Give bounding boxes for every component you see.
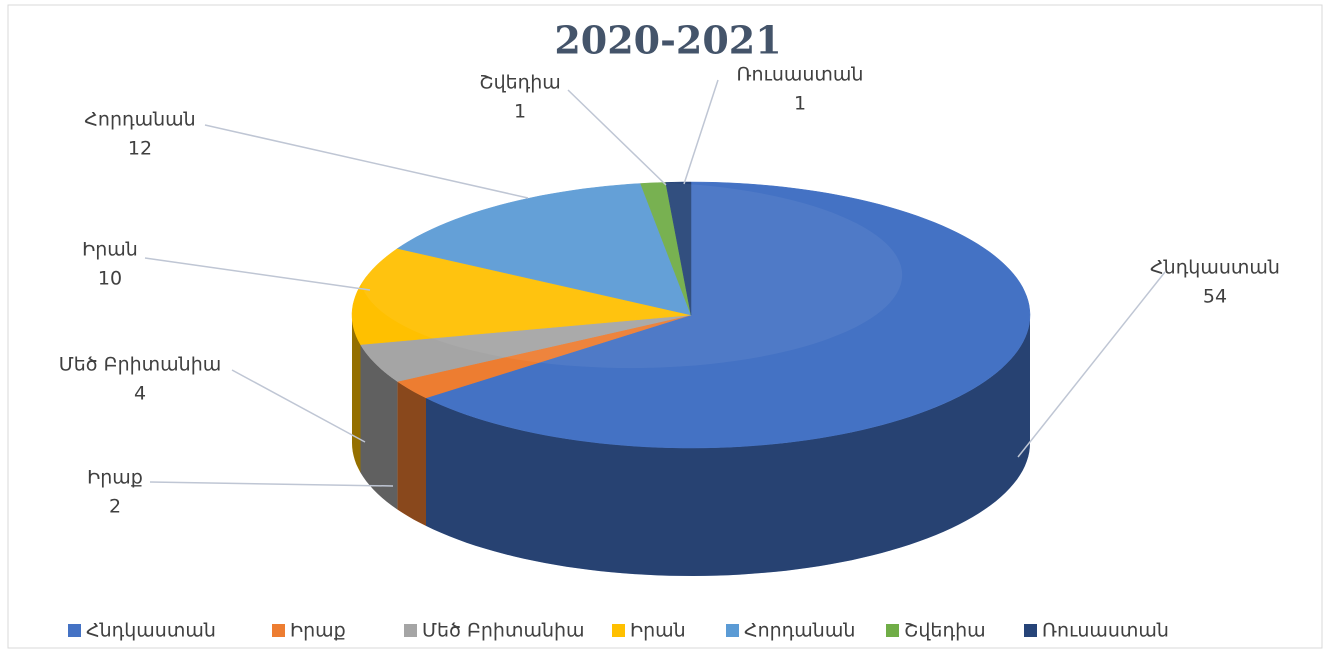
legend-swatch xyxy=(612,624,625,637)
slice-side xyxy=(352,315,361,473)
leader-line xyxy=(144,257,371,291)
slice-side xyxy=(360,344,398,510)
legend-label: Իրաք xyxy=(290,620,346,642)
data-label-value: 1 xyxy=(794,93,806,115)
slice xyxy=(396,183,692,316)
slice-side xyxy=(397,381,426,526)
slice-side xyxy=(426,315,1030,576)
top-sheen xyxy=(359,181,903,369)
data-label-name: Իրան xyxy=(82,239,138,261)
legend-label: Ռուսաստան xyxy=(1042,620,1169,642)
data-label-value: 1 xyxy=(514,101,526,123)
data-label-name: Շվեդիա xyxy=(479,72,561,94)
slice xyxy=(425,181,1031,449)
leader-line xyxy=(567,89,667,186)
legend-label: Հնդկաստան xyxy=(86,620,216,642)
legend-swatch xyxy=(272,624,285,637)
slice xyxy=(665,181,692,316)
legend-swatch xyxy=(886,624,899,637)
data-label-name: Ռուսաստան xyxy=(737,64,864,86)
slice xyxy=(396,314,692,399)
data-label-value: 54 xyxy=(1203,286,1227,308)
leader-line xyxy=(683,79,719,185)
slice xyxy=(351,248,692,345)
slice-side-shade xyxy=(397,381,426,526)
slice-side-shade xyxy=(352,315,361,473)
leader-line xyxy=(149,481,394,487)
data-label-name: Հորդանան xyxy=(84,109,195,131)
legend-swatch xyxy=(404,624,417,637)
data-label-name: Հնդկաստան xyxy=(1150,257,1280,279)
slice-side-shade xyxy=(426,315,1030,576)
data-label-value: 12 xyxy=(128,138,152,160)
legend-label: Մեծ Բրիտանիա xyxy=(422,620,585,642)
legend-swatch xyxy=(726,624,739,637)
legend-label: Իրան xyxy=(630,620,686,642)
legend-label: Հորդանան xyxy=(744,620,855,642)
data-label-name: Մեծ Բրիտանիա xyxy=(59,354,222,376)
chart-title: 2020-2021 xyxy=(554,18,781,63)
slice xyxy=(360,314,692,382)
legend-swatch xyxy=(68,624,81,637)
data-label-value: 2 xyxy=(109,496,121,518)
legend-swatch xyxy=(1024,624,1037,637)
data-label-value: 4 xyxy=(134,383,146,405)
data-label-name: Իրաք xyxy=(87,467,143,489)
leader-line xyxy=(204,124,529,199)
data-label-value: 10 xyxy=(98,268,122,290)
legend-label: Շվեդիա xyxy=(904,620,986,642)
leader-line xyxy=(231,369,366,443)
slice-side-shade xyxy=(360,344,398,510)
leader-line xyxy=(1017,271,1166,458)
